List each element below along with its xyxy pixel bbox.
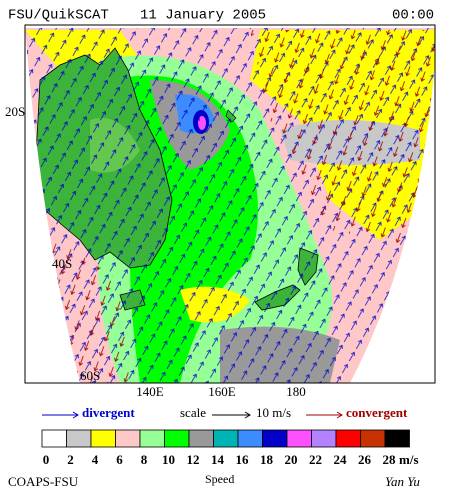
color-box [115, 429, 141, 448]
lon-label: 180 [286, 384, 306, 399]
colorbar-tick-label: 0 [43, 452, 50, 467]
colorbar-tick-label: 12 [187, 452, 200, 467]
map [25, 28, 435, 383]
color-box [139, 429, 165, 448]
legend-scale: scale [180, 405, 206, 420]
color-box [286, 429, 312, 448]
lon-label: 160E [208, 384, 236, 399]
colorbar-tick-label: 26 [358, 452, 372, 467]
color-box [164, 429, 190, 448]
colorbar-tick-label: 8 [141, 452, 148, 467]
map-frame [24, 24, 436, 384]
colorbar-tick-label: 14 [211, 452, 225, 467]
footer-right: Yan Yu [385, 474, 420, 489]
legend-scale-value: 10 m/s [256, 405, 291, 420]
colorbar-tick-label: 20 [285, 452, 298, 467]
color-box [360, 429, 386, 448]
colorbar-tick-label: 2 [67, 452, 74, 467]
lon-label: 140E [136, 384, 164, 399]
color-box [262, 429, 288, 448]
product: FSU/QuikSCAT [8, 8, 109, 24]
colorbar: 0 2 4 6 8 10 12 14 16 18 20 22 24 26 28 m/s [41, 429, 419, 467]
color-box [311, 429, 337, 448]
legend: divergent scale 10 m/s convergent [42, 405, 408, 420]
legend-divergent: divergent [82, 405, 135, 420]
color-box [335, 429, 361, 448]
colorbar-tick-label: 6 [116, 452, 123, 467]
color-box [188, 429, 214, 448]
lat-label: 60S [80, 368, 100, 383]
colorbar-tick-label: 10 [162, 452, 175, 467]
color-box [41, 429, 67, 448]
colorbar-title: Speed [205, 472, 234, 486]
color-box [66, 429, 92, 448]
colorbar-tick-label: 16 [236, 452, 250, 467]
lat-label: 40S [52, 256, 72, 271]
colorbar-unit: m/s [399, 452, 419, 467]
color-box [213, 429, 239, 448]
colorbar-tick-label: 22 [309, 452, 322, 467]
colorbar-tick-label: 28 [383, 452, 397, 467]
color-box [384, 429, 410, 448]
colorbar-tick-label: 4 [92, 452, 99, 467]
colorbar-tick-label: 18 [260, 452, 274, 467]
lat-label: 20S [5, 104, 25, 119]
color-box [90, 429, 116, 448]
date: 11 January 2005 [140, 8, 266, 24]
time: 00:00 [392, 8, 434, 24]
color-box [237, 429, 263, 448]
footer-left: COAPS-FSU [8, 474, 79, 489]
legend-convergent: convergent [346, 405, 408, 420]
colorbar-tick-label: 24 [334, 452, 348, 467]
